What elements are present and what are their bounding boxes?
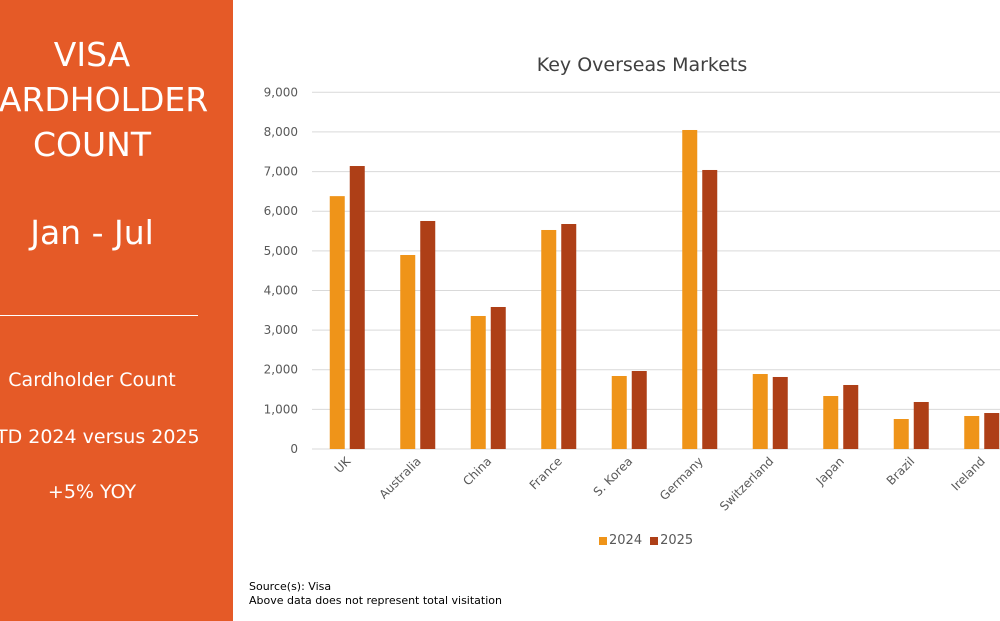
- chart-title: Key Overseas Markets: [536, 54, 748, 76]
- bar-2024-uk: [329, 196, 345, 449]
- y-tick-label: 9,000: [264, 85, 298, 99]
- legend: 2024 2025: [599, 533, 693, 548]
- x-tick-label: S. Korea: [591, 454, 636, 499]
- disclaimer-text: Above data does not represent total visi…: [249, 594, 502, 607]
- title-panel: VISA CARDHOLDER COUNT Jan - Jul Cardhold…: [0, 0, 233, 621]
- bar-2024-japan: [823, 396, 839, 449]
- title-line-1: VISA: [53, 35, 131, 74]
- x-tick-label: Ireland: [949, 454, 988, 493]
- legend-label-2025: 2025: [660, 533, 694, 548]
- legend-swatch-2024: [599, 536, 607, 545]
- y-tick-label: 8,000: [264, 125, 298, 139]
- bar-2024-switzerland: [752, 374, 768, 449]
- bar-2024-china: [470, 315, 486, 449]
- bar-2024-australia: [400, 254, 416, 449]
- comparison-label: YTD 2024 versus 2025: [0, 426, 200, 448]
- x-tick-label: UK: [332, 453, 354, 475]
- x-tick-label: Australia: [376, 454, 423, 501]
- y-tick-label: 7,000: [264, 165, 298, 179]
- bar-2025-germany: [702, 169, 718, 450]
- bar-2024-france: [541, 229, 557, 449]
- bar-2025-brazil: [913, 401, 929, 449]
- source-text: Source(s): Visa: [249, 580, 332, 593]
- y-tick-label: 2,000: [264, 363, 298, 377]
- bar-2025-japan: [843, 384, 859, 449]
- bar-2024-ireland: [964, 415, 980, 449]
- y-tick-label: 4,000: [264, 283, 298, 297]
- y-tick-label: 5,000: [264, 244, 298, 258]
- divider: [0, 315, 198, 316]
- legend-item-2024: 2024: [599, 533, 642, 548]
- x-tick-label: Switzerland: [717, 454, 776, 513]
- bar-2024-s-korea: [611, 375, 627, 449]
- bar-2024-germany: [682, 129, 698, 449]
- bar-2025-switzerland: [772, 376, 788, 449]
- bar-2024-brazil: [893, 418, 909, 449]
- period-label: Jan - Jul: [30, 213, 154, 252]
- legend-item-2025: 2025: [650, 533, 693, 548]
- y-tick-label: 3,000: [264, 323, 298, 337]
- bar-2025-australia: [420, 220, 436, 449]
- source-note: Source(s): Visa Above data does not repr…: [249, 580, 502, 608]
- legend-swatch-2025: [650, 536, 659, 545]
- change-label: +5% YOY: [47, 481, 137, 503]
- legend-label-2024: 2024: [609, 533, 643, 548]
- title-line-3: COUNT: [32, 125, 152, 164]
- x-tick-label: Brazil: [884, 454, 918, 488]
- bar-2025-s-korea: [631, 371, 647, 449]
- bar-2025-uk: [349, 166, 365, 449]
- x-tick-label: China: [460, 454, 494, 488]
- title-line-2: CARDHOLDER: [0, 80, 209, 119]
- metric-label: Cardholder Count: [8, 369, 176, 391]
- y-tick-label: 6,000: [264, 204, 298, 218]
- y-tick-label: 1,000: [264, 402, 298, 416]
- bar-2025-ireland: [984, 413, 1000, 449]
- x-tick-label: Germany: [657, 454, 706, 503]
- x-tick-label: France: [527, 454, 565, 492]
- bar-2025-france: [561, 224, 577, 449]
- y-tick-label: 0: [290, 442, 298, 456]
- x-tick-label: Japan: [813, 454, 847, 488]
- bar-2025-china: [490, 306, 506, 449]
